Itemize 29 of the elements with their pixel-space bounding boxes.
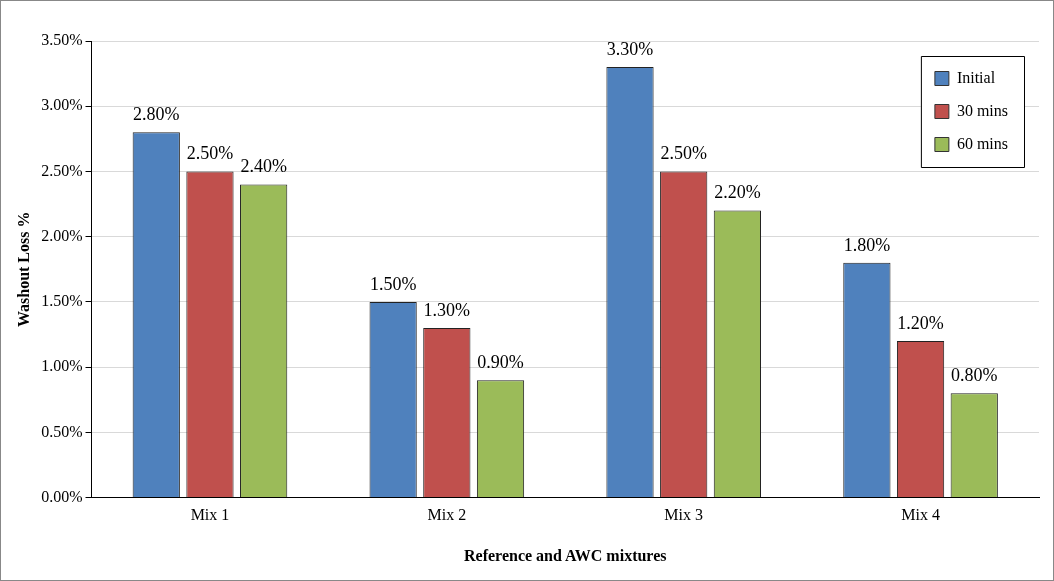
- legend-label: Initial: [956, 68, 996, 86]
- y-tick-label: 1.00%: [41, 357, 83, 375]
- data-label: 0.80%: [951, 364, 998, 385]
- x-tick-label: Mix 3: [664, 506, 704, 524]
- data-label: 3.30%: [606, 38, 654, 59]
- x-axis-title: Reference and AWC mixtures: [464, 546, 667, 564]
- y-tick-label: 3.00%: [41, 96, 83, 114]
- data-label: 1.30%: [423, 299, 471, 320]
- data-label: 2.20%: [714, 182, 761, 203]
- y-tick-label: 0.00%: [41, 487, 83, 505]
- data-label: 2.50%: [660, 143, 707, 164]
- x-tick-label: Mix 2: [427, 506, 467, 524]
- y-axis-title: Washout Loss %: [14, 211, 32, 328]
- data-label: 1.80%: [843, 234, 891, 255]
- data-label: 2.80%: [133, 104, 180, 125]
- y-tick-label: 3.50%: [41, 31, 83, 49]
- y-tick-label: 1.50%: [41, 292, 83, 310]
- data-label: 1.50%: [369, 273, 417, 294]
- x-tick-label: Mix 1: [190, 506, 230, 524]
- data-label: 0.90%: [477, 351, 524, 372]
- legend-label: 60 mins: [956, 134, 1009, 152]
- data-label: 1.20%: [897, 312, 944, 333]
- y-tick-label: 2.00%: [41, 226, 83, 244]
- y-tick-label: 2.50%: [41, 161, 83, 179]
- legend-label: 30 mins: [956, 101, 1009, 119]
- data-label: 2.40%: [240, 156, 287, 177]
- x-tick-label: Mix 4: [901, 506, 940, 524]
- data-label: 2.50%: [186, 143, 234, 164]
- y-tick-label: 0.50%: [41, 422, 83, 440]
